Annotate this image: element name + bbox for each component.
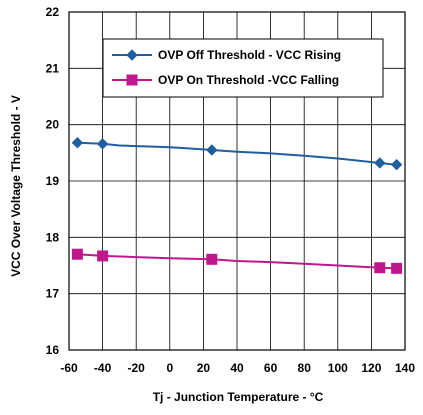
- series-2-line: [77, 253, 397, 270]
- y-tick-label: 16: [46, 343, 60, 357]
- series-1-point: [71, 136, 84, 149]
- plot-frame: [68, 11, 406, 351]
- y-tick-label: 17: [46, 287, 60, 301]
- series-2: [71, 248, 403, 274]
- legend-box: [102, 38, 384, 98]
- series-1: [71, 136, 403, 171]
- legend: OVP Off Threshold - VCC Rising OVP On Thr…: [102, 38, 384, 98]
- legend-swatch-marker: [126, 49, 138, 61]
- x-tick-label: 60: [264, 361, 278, 375]
- y-tick-label: 18: [46, 230, 60, 244]
- y-tick-label: 20: [46, 118, 60, 132]
- x-tick-label: -20: [128, 361, 146, 375]
- y-tick-label: 22: [46, 5, 60, 19]
- x-tick-label: 80: [298, 361, 312, 375]
- x-axis-title: Tj - Junction Temperature - °C: [153, 390, 324, 404]
- x-tick-label: 0: [166, 361, 173, 375]
- x-tick-label: 120: [361, 361, 381, 375]
- x-tick-label: -40: [94, 361, 112, 375]
- x-tick-label: 100: [328, 361, 348, 375]
- x-tick-label: 140: [395, 361, 415, 375]
- legend-items: OVP Off Threshold - VCC Rising OVP On Thr…: [112, 48, 341, 87]
- series-2-point: [71, 248, 83, 260]
- legend-item-1: OVP Off Threshold - VCC Rising: [112, 48, 341, 62]
- legend-label: OVP On Threshold -VCC Falling: [158, 73, 339, 87]
- y-axis-title: VCC Over Voltage Threshold - V: [9, 95, 23, 277]
- series-1-point: [390, 158, 403, 171]
- series-layer: [71, 136, 403, 274]
- tick-layer: -60 -40 -20 0 20 40 60 80 100 120 140 16 17 18 19 20 21 2…: [46, 5, 416, 375]
- series-2-point: [374, 262, 386, 274]
- series-2-point: [391, 262, 403, 274]
- x-tick-label: -60: [60, 361, 78, 375]
- x-tick-label: 40: [230, 361, 244, 375]
- x-tick-label: 20: [197, 361, 211, 375]
- series-1-point: [374, 157, 386, 169]
- series-2-point: [97, 250, 109, 262]
- y-tick-label: 21: [46, 61, 60, 75]
- series-1-point: [206, 144, 218, 156]
- legend-label: OVP Off Threshold - VCC Rising: [158, 48, 341, 62]
- series-2-point: [206, 253, 218, 265]
- series-1-point: [96, 138, 109, 150]
- y-tick-label: 19: [46, 174, 60, 188]
- legend-swatch-marker: [126, 74, 138, 86]
- legend-item-2: OVP On Threshold -VCC Falling: [112, 73, 339, 87]
